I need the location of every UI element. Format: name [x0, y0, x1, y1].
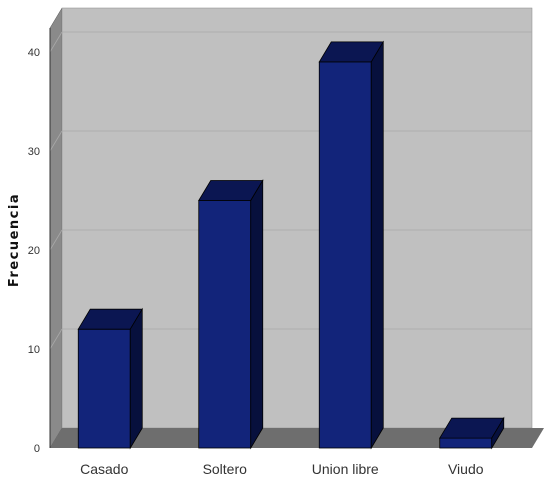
bars [77, 40, 505, 450]
y-axis: 0 10 20 30 40 [28, 28, 51, 455]
chart-floor [50, 428, 544, 448]
y-tick-label: 10 [28, 344, 40, 356]
side-wall [49, 7, 63, 449]
x-category-label: Soltero [203, 461, 248, 477]
gridline-side [49, 130, 63, 152]
x-category-label: Casado [80, 461, 128, 477]
bar-front [77, 328, 131, 449]
y-axis-title: Frecuencia [7, 193, 22, 287]
bar-side [250, 179, 264, 450]
bar-side [129, 307, 143, 450]
y-tick-label: 0 [34, 443, 40, 455]
bar [77, 307, 143, 450]
gridline-side [49, 328, 63, 350]
bar-front [318, 61, 372, 449]
x-category-label: Viudo [448, 461, 484, 477]
bar [439, 416, 505, 450]
bar [318, 40, 384, 450]
gridline-side [49, 229, 63, 251]
y-tick-label: 20 [28, 245, 40, 257]
gridline-side [49, 31, 63, 53]
x-category-label: Union libre [312, 461, 379, 477]
y-tick-label: 30 [28, 146, 40, 158]
x-axis-labels: Casado Soltero Union libre Viudo [80, 461, 484, 477]
bar-side [370, 40, 384, 450]
bar-side [491, 416, 505, 450]
bar [198, 179, 264, 450]
bar-front [198, 200, 252, 449]
bar-front [439, 437, 493, 449]
y-tick-label: 40 [28, 47, 40, 59]
